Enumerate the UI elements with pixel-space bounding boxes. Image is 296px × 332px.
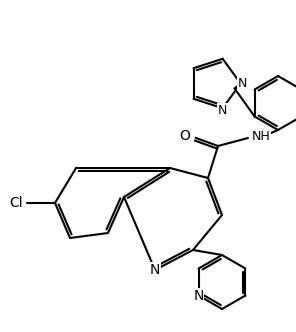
Text: N: N — [193, 289, 204, 302]
Text: N: N — [150, 263, 160, 277]
Text: Cl: Cl — [9, 196, 23, 210]
Text: NH: NH — [252, 129, 271, 142]
Text: O: O — [179, 129, 190, 143]
Text: N: N — [238, 77, 247, 90]
Text: N: N — [218, 104, 227, 117]
